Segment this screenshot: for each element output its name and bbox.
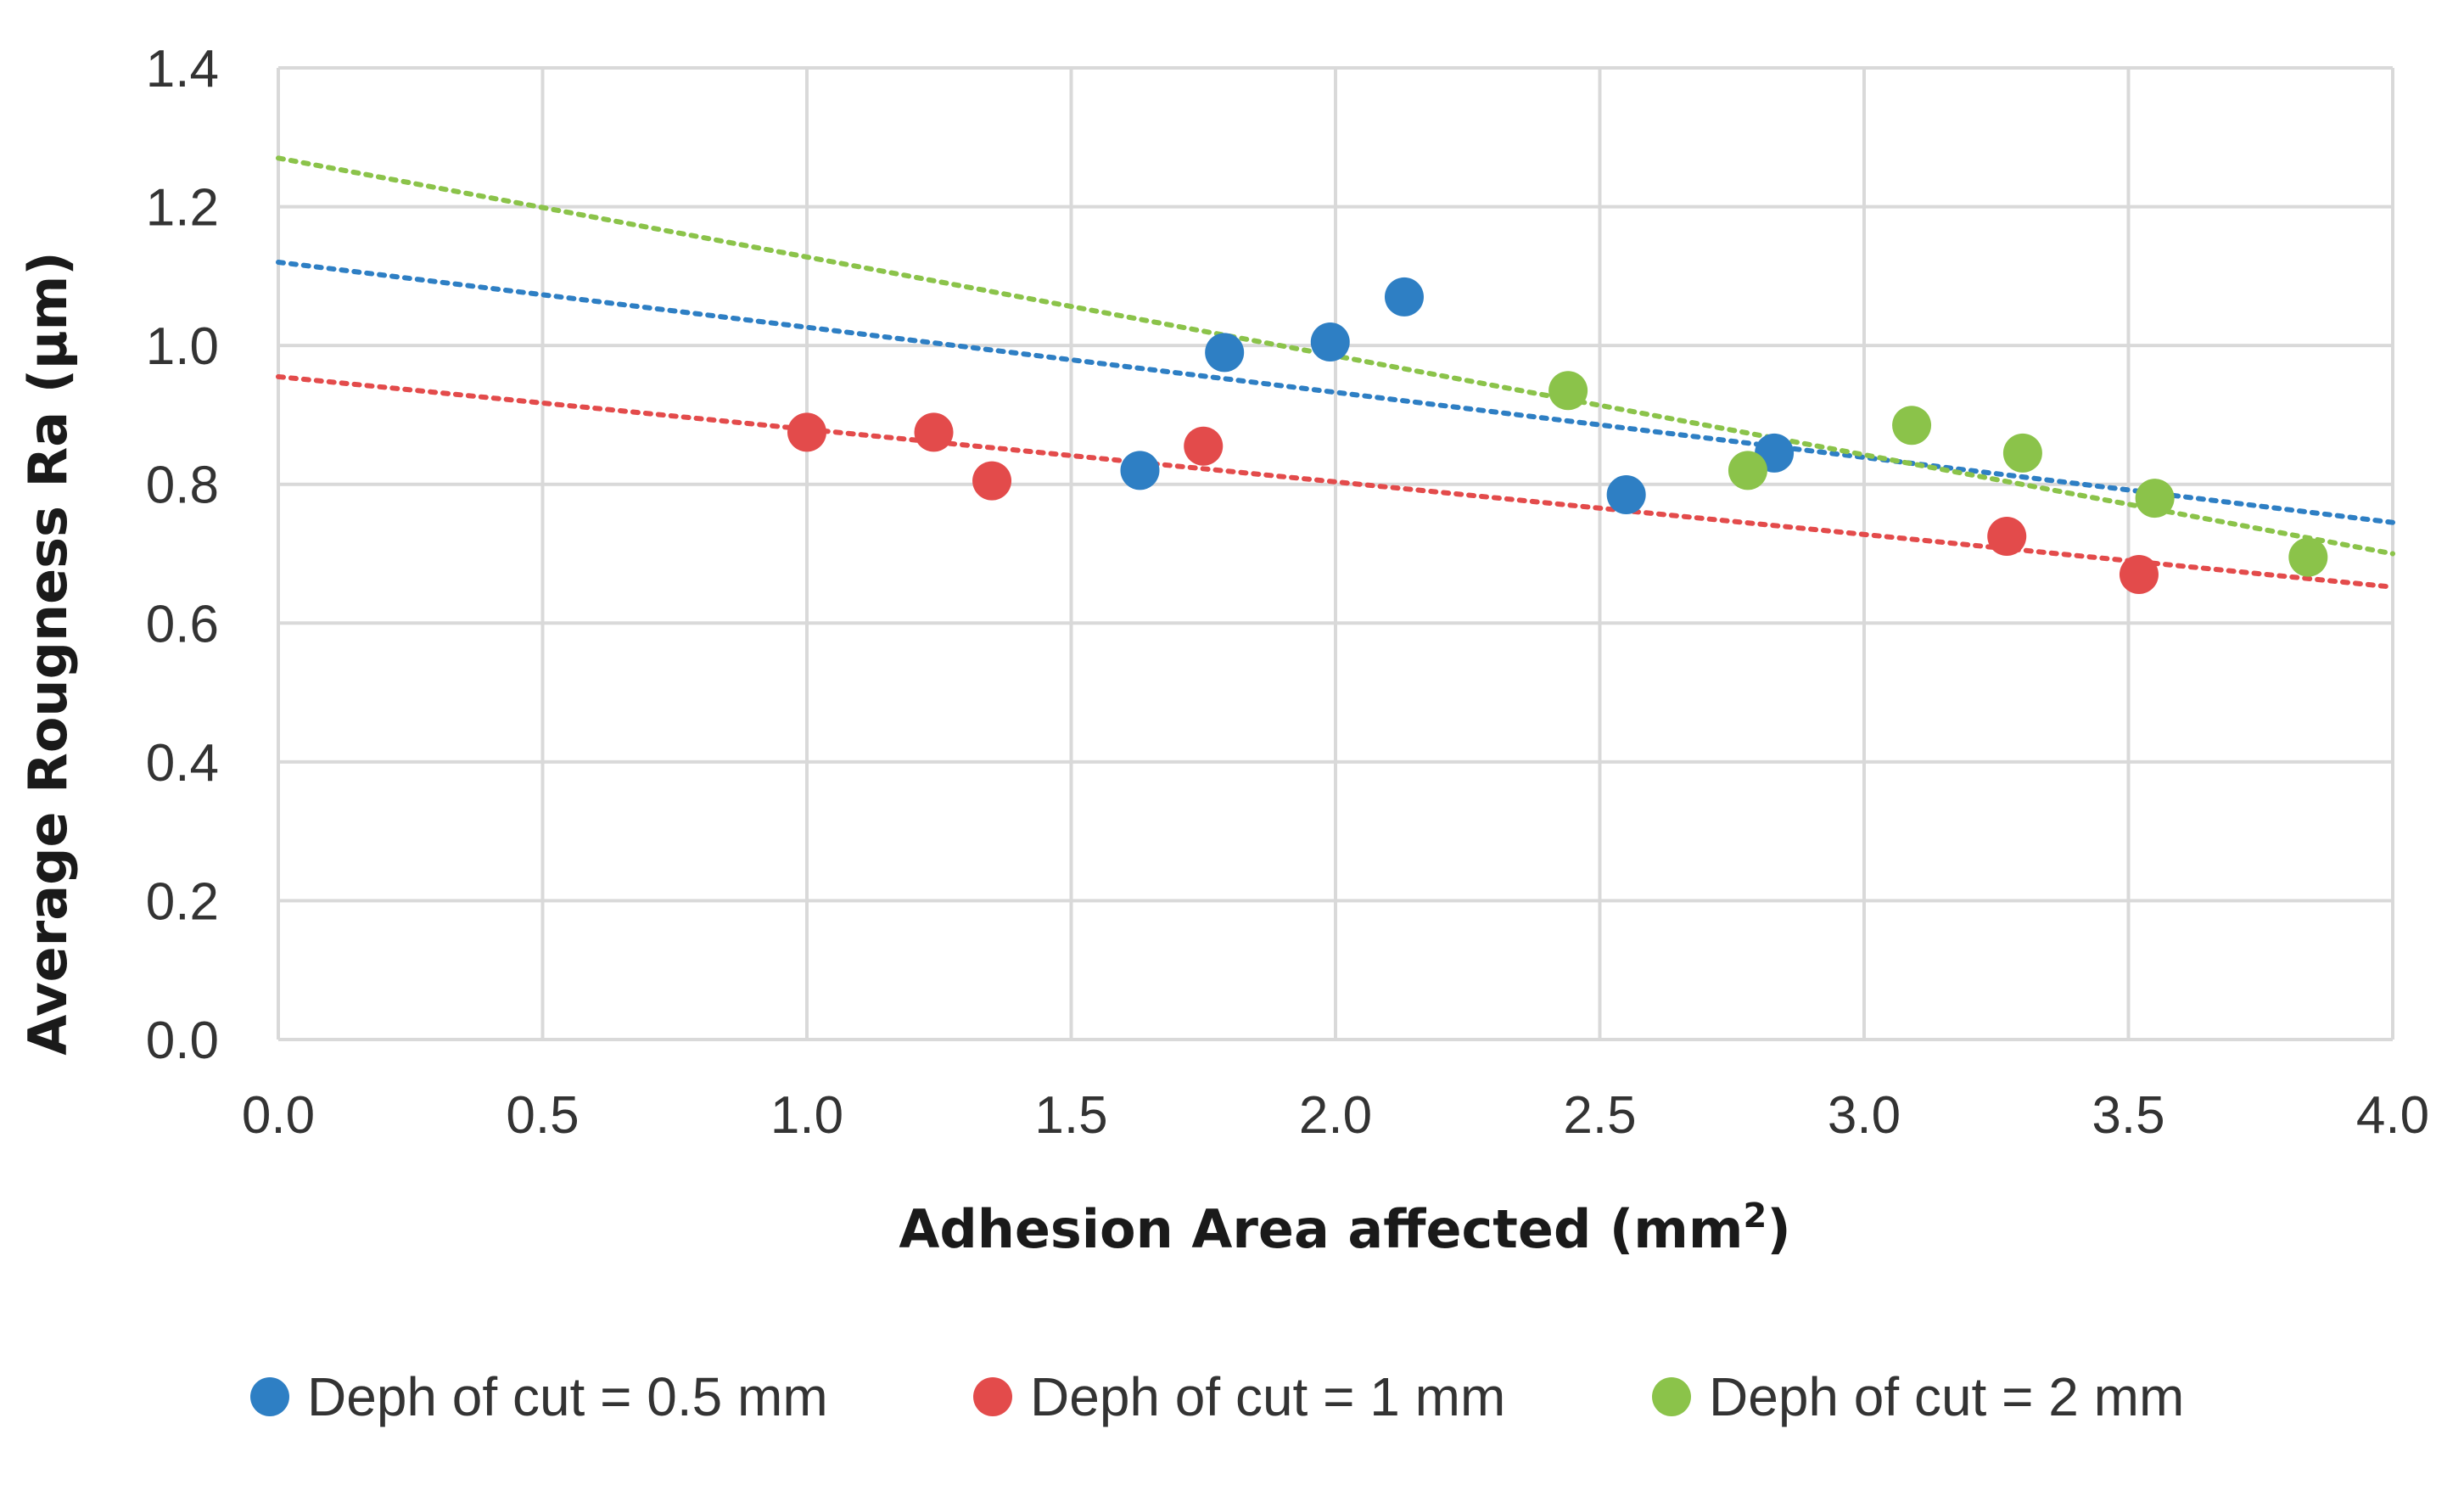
legend-marker-series-2	[973, 1377, 1012, 1416]
x-tick-label: 3.5	[2092, 1086, 2164, 1145]
data-point-series-2	[1184, 426, 1224, 466]
legend-label-series-2: Deph of cut = 1 mm	[1030, 1366, 1505, 1427]
data-point-series-1	[1120, 451, 1160, 490]
data-point-series-2	[914, 412, 954, 452]
data-point-series-3	[2002, 433, 2042, 473]
y-tick-label: 1.4	[146, 40, 219, 98]
data-point-series-3	[2288, 537, 2328, 577]
y-tick-label: 1.0	[146, 317, 219, 376]
x-axis-title: Adhesion Area affected (mm2)	[899, 1197, 1790, 1260]
trendline-2	[276, 373, 2395, 590]
x-axis-title-main: Adhesion Area affected (mm	[899, 1198, 1743, 1260]
trendline-1	[276, 260, 2395, 525]
y-tick-label: 0.6	[146, 595, 219, 653]
data-point-series-2	[1987, 517, 2027, 557]
legend-marker-series-1	[250, 1377, 289, 1416]
data-point-series-3	[1728, 451, 1767, 490]
x-axis-title-close: )	[1767, 1198, 1790, 1260]
x-tick-label: 1.5	[1034, 1086, 1107, 1145]
legend-marker-series-3	[1652, 1377, 1691, 1416]
x-tick-label: 1.0	[770, 1086, 843, 1145]
y-tick-label: 0.2	[146, 872, 219, 931]
x-tick-label: 4.0	[2356, 1086, 2429, 1145]
grid	[277, 66, 2394, 1041]
x-tick-label: 3.0	[1828, 1086, 1901, 1145]
data-point-series-3	[2135, 479, 2175, 518]
data-point-series-1	[1310, 322, 1350, 362]
legend: Deph of cut = 0.5 mm Deph of cut = 1 mm De…	[250, 1366, 2184, 1427]
data-point-series-2	[787, 412, 826, 452]
data-point-series-1	[1384, 277, 1424, 317]
y-tick-label: 0.0	[146, 1012, 219, 1070]
y-tick-label: 0.8	[146, 457, 219, 515]
x-tick-label: 0.0	[242, 1086, 315, 1145]
y-axis-title: Average Rougness Ra (µm)	[17, 251, 79, 1055]
tick-labels: 0.0 0.5 1.0 1.5 2.0 2.5 3.0 3.5 4.0 0.0 0.2 0.4 0.6 0…	[146, 40, 2429, 1145]
x-tick-label: 0.5	[506, 1086, 579, 1145]
legend-label-series-1: Deph of cut = 0.5 mm	[307, 1366, 828, 1427]
data-point-series-3	[1548, 371, 1588, 411]
y-tick-label: 0.4	[146, 734, 219, 793]
data-points	[787, 277, 2328, 595]
y-tick-label: 1.2	[146, 179, 219, 238]
data-point-series-3	[1892, 406, 1932, 446]
data-point-series-2	[972, 461, 1012, 501]
x-tick-label: 2.0	[1299, 1086, 1372, 1145]
x-axis-title-superscript: 2	[1743, 1197, 1767, 1236]
x-tick-label: 2.5	[1563, 1086, 1636, 1145]
legend-label-series-3: Deph of cut = 2 mm	[1709, 1366, 2184, 1427]
data-point-series-2	[2119, 555, 2159, 595]
data-point-series-1	[1205, 333, 1245, 373]
data-point-series-1	[1606, 474, 1646, 514]
